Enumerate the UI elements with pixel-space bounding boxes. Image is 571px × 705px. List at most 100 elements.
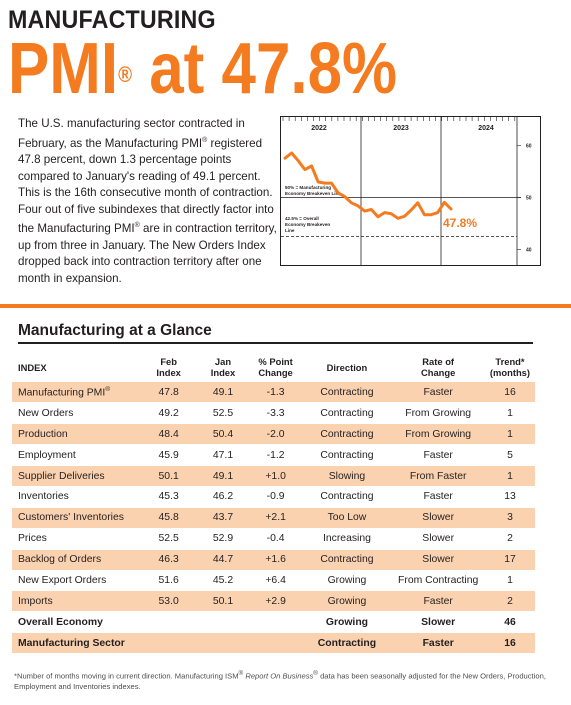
cell-direction: Increasing (302, 528, 392, 550)
cell-change: +2.9 (248, 590, 303, 613)
cell-jan (197, 632, 249, 655)
table-row: Supplier Deliveries 50.1 49.1 +1.0 Slowing Fr… (12, 465, 535, 487)
cell-change-text: -1.3 (266, 386, 285, 398)
cell-index-text: Customers' Inventories (18, 512, 124, 524)
cell-feb: 48.4 (140, 423, 198, 446)
cell-direction-text: Contracting (320, 407, 374, 419)
footnote-reg-2: ® (313, 670, 318, 677)
cell-trend-text: 2 (507, 533, 513, 545)
cell-feb: 46.3 (140, 549, 198, 571)
x-tick-label: 2023 (393, 125, 409, 132)
cell-trend-text: 46 (504, 616, 516, 628)
cell-trend-text: 16 (504, 386, 516, 398)
cell-jan-text: 45.2 (212, 574, 234, 586)
header-index: INDEX (18, 361, 47, 373)
y-tick-label: 60 (526, 144, 532, 150)
cell-feb (140, 632, 198, 655)
cell-jan (197, 611, 249, 634)
cell-trend: 17 (484, 549, 535, 571)
cell-jan: 50.4 (197, 423, 249, 446)
cell-direction: Contracting (302, 402, 392, 425)
cell-trend: 5 (484, 444, 535, 467)
cell-feb (140, 611, 198, 634)
header-direction: Direction (326, 361, 368, 373)
cell-jan: 49.1 (197, 465, 249, 487)
cell-feb: 51.6 (140, 570, 198, 592)
cell-rate-text: Slower (422, 533, 455, 545)
header-jan: Jan Index (197, 352, 248, 382)
cell-trend-text: 1 (507, 574, 513, 586)
table-row: Imports 53.0 50.1 +2.9 Growing Faster 2 (12, 590, 535, 613)
cell-rate: Faster (391, 632, 485, 655)
cell-jan-text: 50.4 (212, 428, 234, 440)
intro-text-3: are in contraction territory, up from th… (18, 222, 277, 286)
title-value: at 47.8% (132, 29, 398, 109)
cell-feb-text: 51.6 (158, 574, 179, 586)
cell-index: Customers' Inventories (12, 507, 141, 529)
table-row: Inventories 45.3 46.2 -0.9 Contracting Faster… (12, 486, 535, 508)
cell-rate: From Growing (391, 423, 485, 446)
cell-rate-text: Faster (423, 449, 453, 461)
cell-rate-text: From Faster (409, 470, 467, 482)
cell-direction-text: Contracting (320, 491, 374, 503)
cell-direction: Contracting (302, 632, 392, 655)
cell-change-text: +1.6 (265, 554, 286, 566)
cell-feb: 53.0 (140, 590, 198, 613)
title-top: MANUFACTURING (8, 6, 216, 34)
cell-index: Imports (12, 590, 141, 613)
cell-trend: 13 (484, 486, 535, 508)
cell-trend: 3 (484, 507, 535, 529)
cell-feb-text: 47.8 (158, 386, 179, 398)
cell-change: +1.6 (248, 549, 303, 571)
cell-rate-text: Faster (423, 491, 453, 503)
cell-index-text: New Orders (18, 407, 74, 419)
cell-jan: 52.9 (197, 528, 249, 550)
cell-trend: 16 (484, 382, 535, 404)
cell-trend-text: 2 (507, 595, 513, 607)
cell-trend-text: 1 (507, 407, 513, 419)
cell-trend: 1 (484, 570, 535, 592)
cell-jan: 47.1 (197, 444, 249, 467)
cell-direction: Contracting (302, 549, 392, 571)
cell-feb: 47.8 (140, 382, 198, 404)
cell-trend-text: 13 (504, 491, 516, 503)
cell-change (248, 632, 303, 655)
cell-trend: 1 (484, 423, 535, 446)
cell-index-text: Overall Economy (18, 616, 103, 628)
cell-jan: 50.1 (197, 590, 249, 613)
cell-rate-text: Slower (422, 554, 455, 566)
summary-row: Manufacturing Sector Contracting Faster 16 (12, 632, 535, 655)
cell-index-text: Manufacturing Sector (18, 637, 125, 649)
glance-title: Manufacturing at a Glance (18, 322, 212, 339)
cell-rate: From Faster (391, 465, 485, 487)
cell-index: Backlog of Orders (12, 549, 141, 571)
cell-feb: 50.1 (140, 465, 198, 487)
cell-trend: 46 (484, 611, 535, 634)
header-change-label: % Point Change (258, 356, 293, 378)
cell-trend: 2 (484, 590, 535, 613)
cell-rate: Faster (391, 382, 485, 404)
cell-rate: Faster (391, 590, 485, 613)
x-tick-label: 2022 (311, 125, 327, 132)
cell-index: Manufacturing PMI® (12, 382, 141, 404)
cell-rate-text: Faster (423, 386, 453, 398)
cell-trend-text: 3 (507, 512, 513, 524)
cell-trend-text: 16 (504, 637, 516, 649)
cell-direction-text: Contracting (320, 386, 374, 398)
header-trend: Trend* (months) (485, 352, 535, 382)
cell-direction-text: Growing (325, 616, 369, 628)
header-rate: Rate of Change (391, 352, 485, 382)
cell-feb-text: 49.2 (158, 407, 179, 419)
cell-rate: Faster (391, 486, 485, 508)
cell-direction: Contracting (302, 382, 392, 404)
cell-feb: 52.5 (140, 528, 198, 550)
y-tick-label: 40 (526, 247, 532, 253)
footnote-report-name: Report On Business (243, 671, 314, 681)
cell-index: Overall Economy (12, 611, 141, 634)
table-row: New Orders 49.2 52.5 -3.3 Contracting From Gr… (12, 402, 535, 425)
glance-table: INDEX Feb Index Jan Index % Point Change… (12, 352, 535, 655)
section-divider (0, 304, 571, 308)
cell-change: -1.2 (248, 444, 303, 467)
cell-rate: Slower (391, 549, 485, 571)
table-row: Production 48.4 50.4 -2.0 Contracting From Gr… (12, 423, 535, 446)
